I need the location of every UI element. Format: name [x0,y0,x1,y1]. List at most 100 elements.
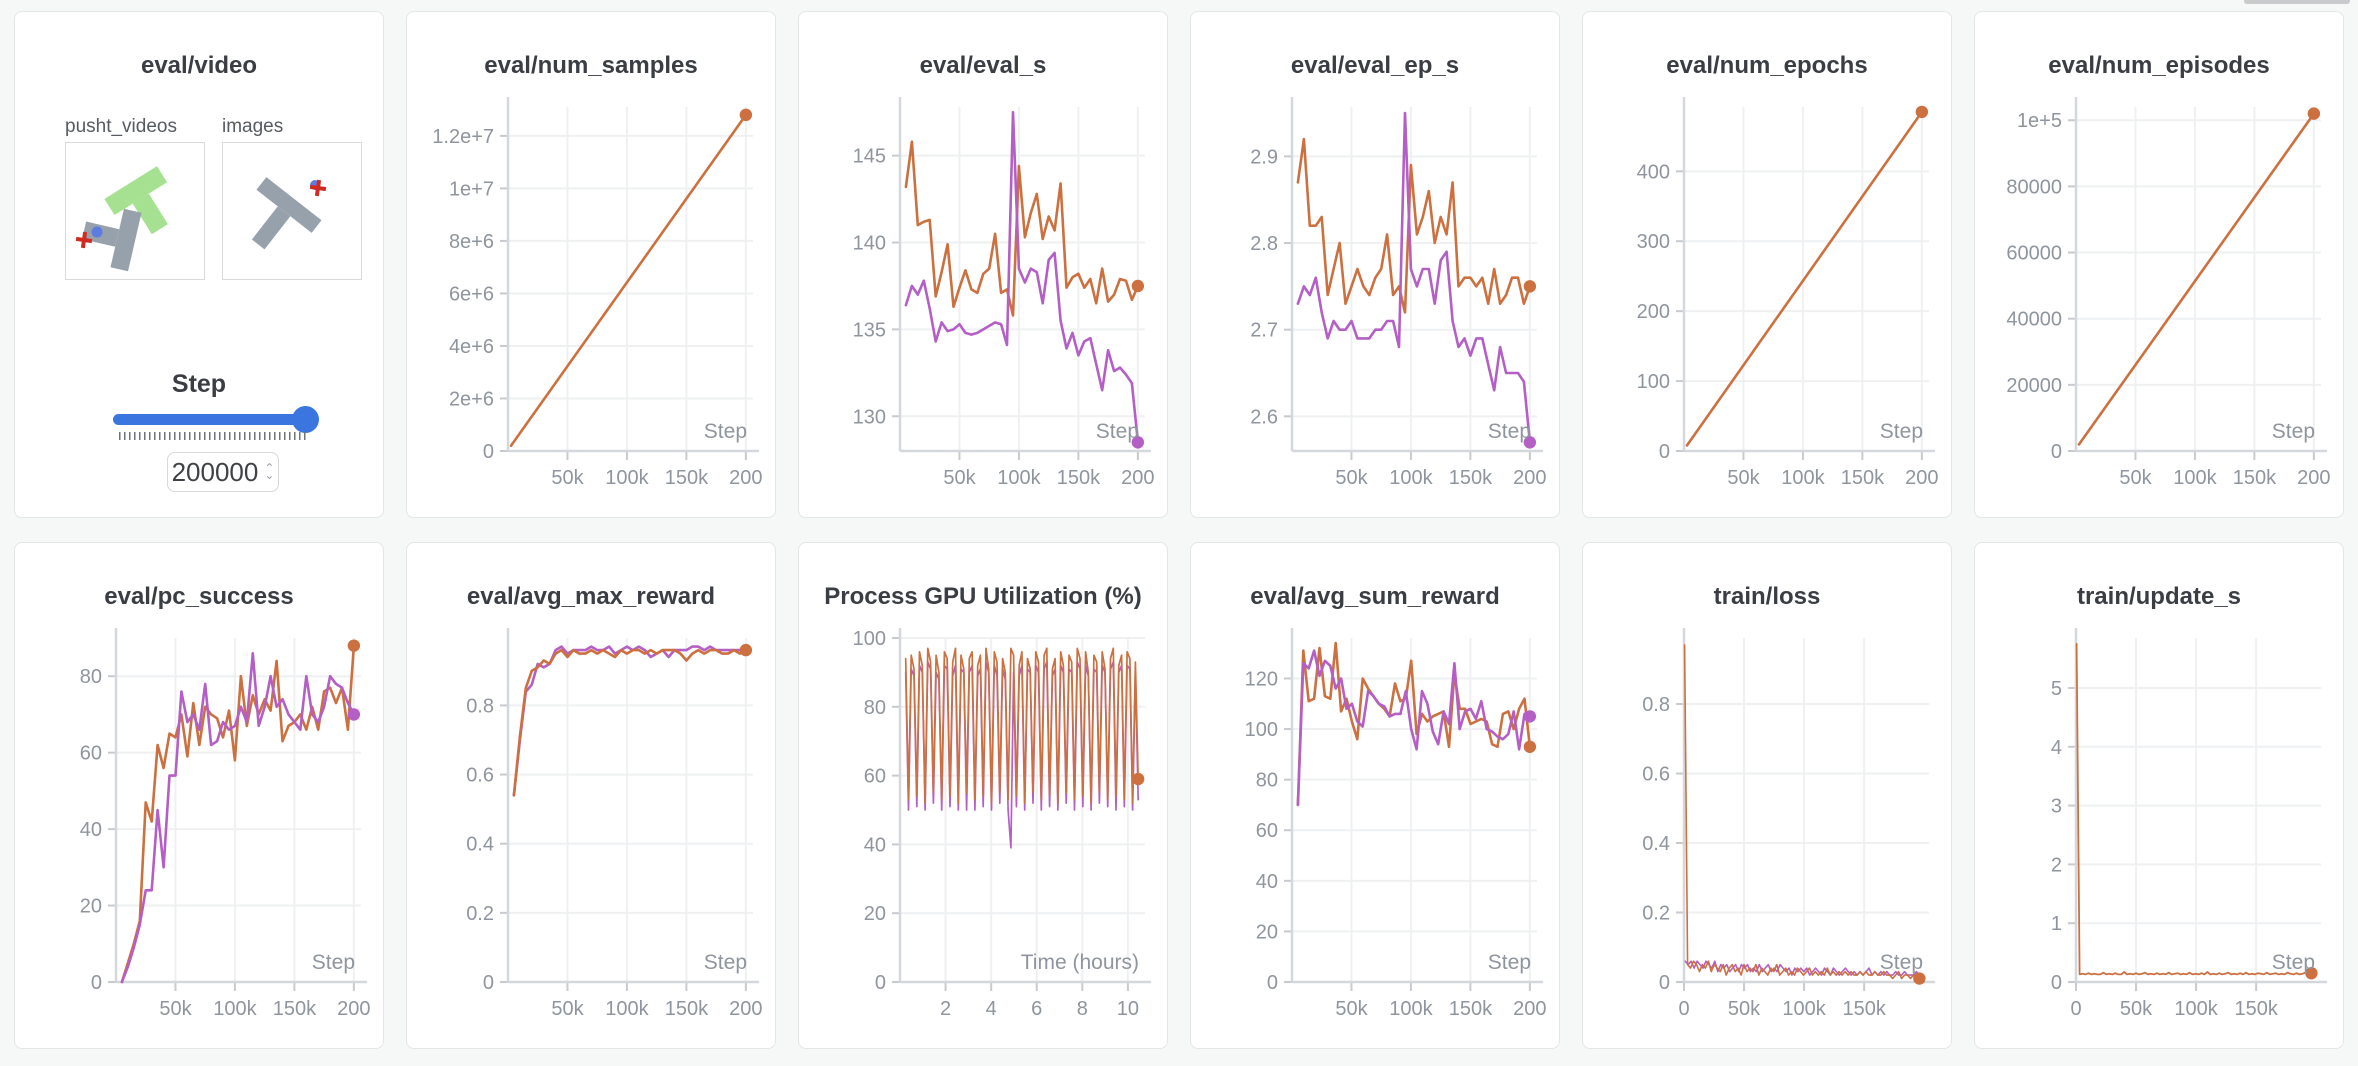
chart-panel-num-episodes[interactable]: eval/num_episodes 50k 100k 150k 200 0 20000 400… [1974,11,2344,518]
y-tick-label: 40 [1256,871,1278,893]
step-slider-ruler [119,432,307,440]
chart-title: train/update_s [2076,583,2242,610]
x-axis-label: Step [704,951,747,974]
x-tick-label: 100k [997,467,1041,489]
series-end-dot-purple-run [347,708,361,721]
y-tick-label: 6e+6 [449,283,494,305]
chart-panel-eval-ep-s[interactable]: eval/eval_ep_s 50k 100k 150k 200 2.6 2.7 2.8 2.9… [1190,11,1560,518]
x-tick-label: 50k [551,998,584,1020]
y-tick-label: 130 [853,406,886,428]
chart-panel-train-loss[interactable]: train/loss 0 50k 100k 150k 0 0.2 0.4 0.6 0.8 Step [1582,542,1952,1049]
gray-t-shape [251,177,322,250]
y-tick-label: 2.8 [1250,233,1278,255]
step-value-input[interactable]: 200000 ⌃ ⌄ [167,452,279,492]
y-tick-label: 0 [483,972,494,994]
chart-title: eval/eval_s [919,52,1047,79]
chart-panel-train-update-s[interactable]: train/update_s 0 50k 100k 150k 0 1 2 3 4 5 Step [1974,542,2344,1049]
y-tick-label: 40 [864,834,886,856]
series-line-purple-run [1296,111,1532,444]
y-tick-label: 4e+6 [449,336,494,358]
series-end-dot-purple-run [1523,436,1537,449]
x-axis-label: Step [2272,420,2315,443]
x-axis-label: Step [704,420,747,443]
media-panel-title: eval/video [140,52,258,79]
goal-cross-icon [75,231,93,249]
chart-plot-train-update-s: 0 50k 100k 150k 0 1 2 3 4 5 Step [2051,628,2327,1020]
x-tick-label: 200 [1513,467,1546,489]
spinner-up-icon[interactable]: ⌃ [264,461,275,475]
chart-panel-avg-max-reward[interactable]: eval/avg_max_reward 50k 100k 150k 200 0 0.2 0.4… [406,542,776,1049]
series-end-dot-orange-run [739,108,753,122]
x-tick-label: 100k [1389,998,1433,1020]
images-frame [251,177,327,250]
step-slider-thumb[interactable] [292,406,319,433]
x-tick-label: 150k [1057,467,1101,489]
series-end-dot-orange-run [1131,279,1145,293]
x-tick-label: 50k [159,998,192,1020]
chart-title: eval/num_samples [484,52,698,79]
y-tick-label: 0.2 [1642,903,1670,925]
number-spinner[interactable]: ⌃ ⌄ [264,461,275,482]
x-tick-label: 50k [2120,998,2153,1020]
x-tick-label: 200 [729,467,762,489]
x-axis-label: Step [1488,951,1531,974]
x-tick-label: 150k [1449,467,1493,489]
chart-plot-avg-sum-reward: 50k 100k 150k 200 0 20 40 60 80 100 120 Step [1245,628,1547,1020]
y-tick-label: 1 [2051,913,2062,935]
series-end-dot-orange-run [2305,966,2318,980]
x-tick-label: 50k [1727,467,1760,489]
x-tick-label: 6 [1031,998,1042,1020]
y-tick-label: 100 [853,628,886,650]
series-end-dot-orange-run [1913,972,1926,985]
series-end-dot-orange-run [1523,740,1537,753]
y-tick-label: 135 [853,319,886,341]
y-tick-label: 1e+5 [2017,110,2062,132]
series-line-orange-run [1296,137,1532,314]
y-tick-label: 200 [1637,301,1670,323]
x-tick-label: 200 [1905,467,1938,489]
step-slider-track[interactable] [113,414,315,425]
series-end-dot-purple-run [1131,436,1145,449]
y-tick-label: 80000 [2006,176,2062,198]
spinner-down-icon[interactable]: ⌄ [264,468,275,482]
chart-panel-gpu-util[interactable]: Process GPU Utilization (%) 2 4 6 8 10 0 20 40 60… [798,542,1168,1049]
x-tick-label: 100k [213,998,257,1020]
chart-panel-num-samples[interactable]: eval/num_samples 50k 100k 150k 200 0 2e+6 4e+6 6… [406,11,776,518]
x-axis-label: Step [1488,420,1531,443]
scrollbar-stub[interactable] [2244,0,2350,4]
chart-title: eval/avg_sum_reward [1250,583,1500,610]
y-tick-label: 3 [2051,796,2062,818]
x-tick-label: 8 [1077,998,1088,1020]
y-tick-label: 2.6 [1250,406,1278,428]
y-tick-label: 60000 [2006,243,2062,265]
step-slider-label: Step [171,370,227,398]
y-tick-label: 0 [483,441,494,463]
media-thumbnail-images[interactable] [222,142,362,280]
x-tick-label: 50k [1335,467,1368,489]
y-tick-label: 5 [2051,678,2062,700]
y-tick-label: 40000 [2006,309,2062,331]
series-line-orange-run [509,113,748,448]
y-tick-label: 1e+7 [449,178,494,200]
x-tick-label: 100k [1781,467,1825,489]
media-thumbnail-pusht-videos[interactable] [65,142,205,280]
x-tick-label: 100k [605,998,649,1020]
y-tick-label: 100 [1637,371,1670,393]
series-line-orange-run [2077,112,2316,446]
y-tick-label: 60 [1256,820,1278,842]
x-axis-label: Step [1096,420,1139,443]
y-tick-label: 80 [864,697,886,719]
y-tick-label: 300 [1637,231,1670,253]
chart-plot-avg-max-reward: 50k 100k 150k 200 0 0.2 0.4 0.6 0.8 Step [466,628,763,1020]
media-panel-eval-video[interactable]: eval/video pusht_videos images [14,11,384,518]
x-tick-label: 50k [943,467,976,489]
x-tick-label: 150k [1449,998,1493,1020]
y-tick-label: 8e+6 [449,231,494,253]
chart-panel-avg-sum-reward[interactable]: eval/avg_sum_reward 50k 100k 150k 200 0 20 40 60… [1190,542,1560,1049]
series-line-purple-run [1296,649,1532,807]
chart-panel-pc-success[interactable]: eval/pc_success 50k 100k 150k 200 0 20 40 60 80 St… [14,542,384,1049]
chart-panel-eval-s[interactable]: eval/eval_s 50k 100k 150k 200 130 135 140 145 Ste… [798,11,1168,518]
y-tick-label: 0 [2051,441,2062,463]
x-tick-label: 200 [337,998,370,1020]
chart-panel-num-epochs[interactable]: eval/num_epochs 50k 100k 150k 200 0 100 200 300 4… [1582,11,1952,518]
